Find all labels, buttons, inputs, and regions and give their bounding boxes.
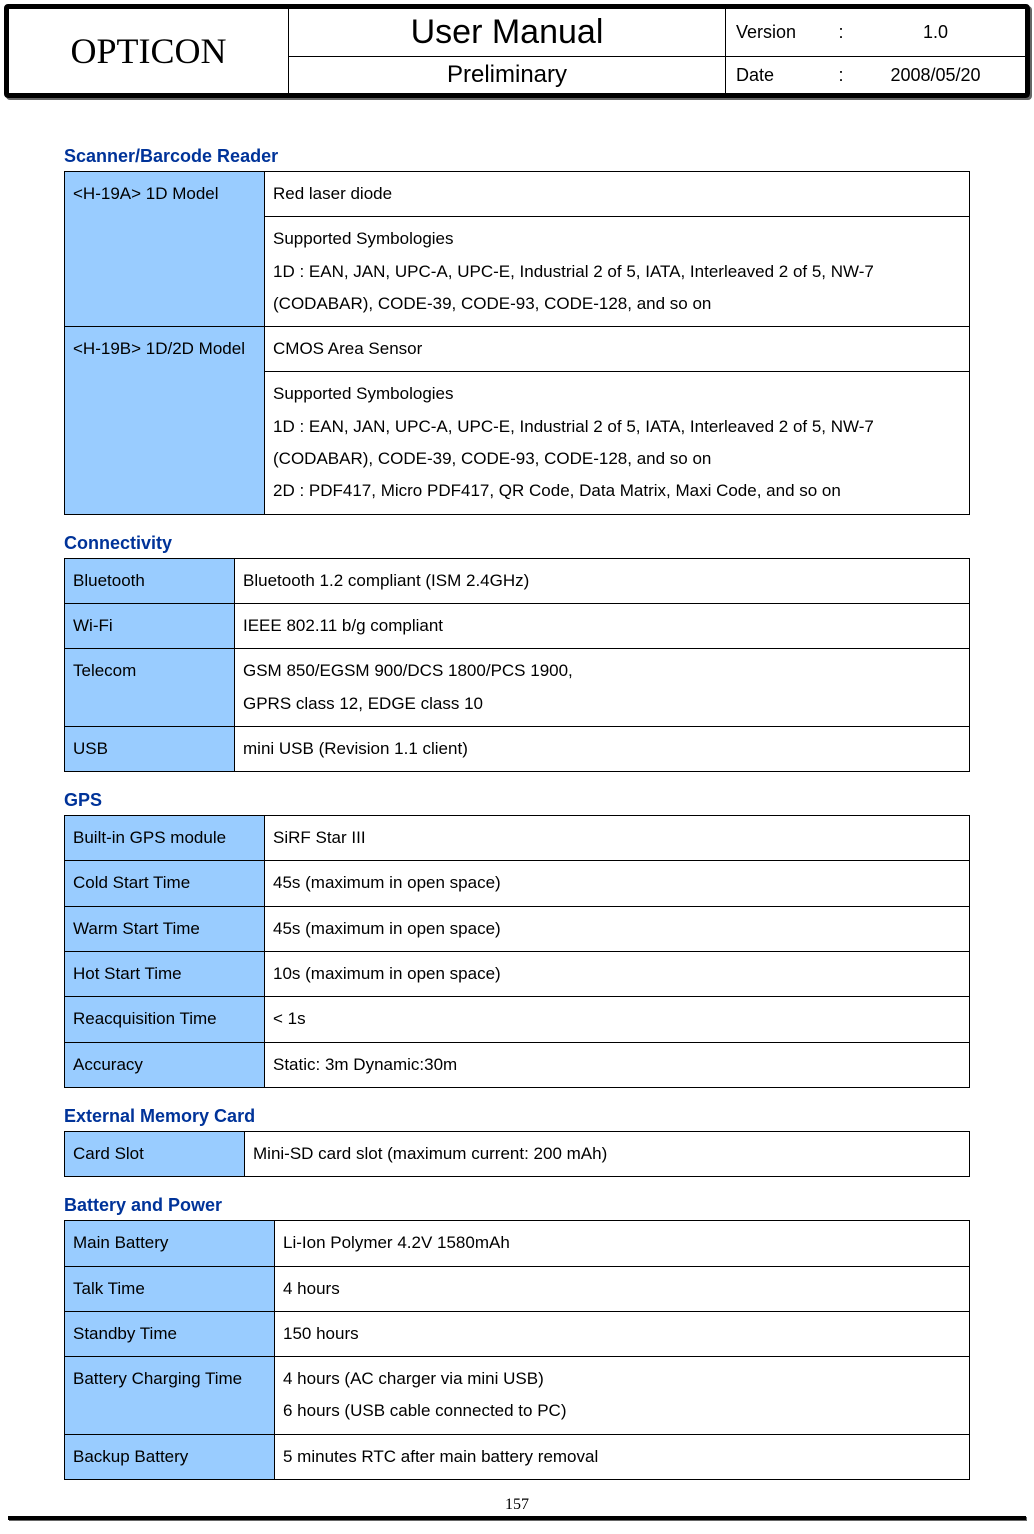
batt-key-3: Battery Charging Time xyxy=(65,1357,275,1435)
gps-val-5: Static: 3m Dynamic:30m xyxy=(265,1042,970,1087)
subtitle-cell: Preliminary xyxy=(289,57,726,94)
doc-subtitle: Preliminary xyxy=(447,61,567,88)
content: Scanner/Barcode Reader <H-19A> 1D Model … xyxy=(4,98,1030,1490)
table-row: Standby Time 150 hours xyxy=(65,1311,970,1356)
gps-val-1: 45s (maximum in open space) xyxy=(265,861,970,906)
conn-val-2: GSM 850/EGSM 900/DCS 1800/PCS 1900,GPRS … xyxy=(235,649,970,727)
mem-val-0: Mini-SD card slot (maximum current: 200 … xyxy=(245,1131,970,1176)
title-cell: User Manual xyxy=(289,9,726,57)
table-row: Cold Start Time 45s (maximum in open spa… xyxy=(65,861,970,906)
connectivity-table: Bluetooth Bluetooth 1.2 compliant (ISM 2… xyxy=(64,558,970,772)
memory-table: Card Slot Mini-SD card slot (maximum cur… xyxy=(64,1131,970,1177)
header-table: OPTICON User Manual Version : 1.0 Prelim… xyxy=(8,8,1026,94)
table-row: Built-in GPS module SiRF Star III xyxy=(65,816,970,861)
batt-val-0: Li-Ion Polymer 4.2V 1580mAh xyxy=(275,1221,970,1266)
batt-val-2: 150 hours xyxy=(275,1311,970,1356)
scanner-val-1: Supported Symbologies1D : EAN, JAN, UPC-… xyxy=(265,217,970,327)
table-row: Accuracy Static: 3m Dynamic:30m xyxy=(65,1042,970,1087)
scanner-table: <H-19A> 1D Model Red laser diode Support… xyxy=(64,171,970,515)
bottom-rule xyxy=(8,1516,1026,1520)
scanner-key-0: <H-19A> 1D Model xyxy=(65,172,265,327)
scanner-val-3: Supported Symbologies1D : EAN, JAN, UPC-… xyxy=(265,372,970,514)
gps-key-1: Cold Start Time xyxy=(65,861,265,906)
conn-key-1: Wi-Fi xyxy=(65,603,235,648)
table-row: <H-19A> 1D Model Red laser diode xyxy=(65,172,970,217)
gps-val-4: < 1s xyxy=(265,997,970,1042)
gps-key-3: Hot Start Time xyxy=(65,952,265,997)
page: OPTICON User Manual Version : 1.0 Prelim… xyxy=(0,0,1034,1520)
batt-key-2: Standby Time xyxy=(65,1311,275,1356)
version-value: 1.0 xyxy=(856,22,1015,43)
conn-val-3: mini USB (Revision 1.1 client) xyxy=(235,726,970,771)
scanner-key-1: <H-19B> 1D/2D Model xyxy=(65,327,265,514)
batt-val-3: 4 hours (AC charger via mini USB)6 hours… xyxy=(275,1357,970,1435)
table-row: Warm Start Time 45s (maximum in open spa… xyxy=(65,906,970,951)
gps-table: Built-in GPS module SiRF Star III Cold S… xyxy=(64,815,970,1088)
section-title-scanner: Scanner/Barcode Reader xyxy=(64,146,970,167)
scanner-val-0: Red laser diode xyxy=(265,172,970,217)
conn-key-0: Bluetooth xyxy=(65,558,235,603)
gps-key-2: Warm Start Time xyxy=(65,906,265,951)
battery-table: Main Battery Li-Ion Polymer 4.2V 1580mAh… xyxy=(64,1220,970,1480)
table-row: Wi-Fi IEEE 802.11 b/g compliant xyxy=(65,603,970,648)
page-number: 157 xyxy=(4,1490,1030,1516)
date-value: 2008/05/20 xyxy=(856,65,1015,86)
gps-val-0: SiRF Star III xyxy=(265,816,970,861)
gps-key-0: Built-in GPS module xyxy=(65,816,265,861)
version-label: Version xyxy=(736,22,826,43)
table-row: Reacquisition Time < 1s xyxy=(65,997,970,1042)
batt-key-0: Main Battery xyxy=(65,1221,275,1266)
gps-key-5: Accuracy xyxy=(65,1042,265,1087)
gps-val-2: 45s (maximum in open space) xyxy=(265,906,970,951)
table-row: Battery Charging Time 4 hours (AC charge… xyxy=(65,1357,970,1435)
mem-key-0: Card Slot xyxy=(65,1131,245,1176)
table-row: Card Slot Mini-SD card slot (maximum cur… xyxy=(65,1131,970,1176)
batt-val-4: 5 minutes RTC after main battery removal xyxy=(275,1434,970,1479)
section-title-connectivity: Connectivity xyxy=(64,533,970,554)
table-row: Telecom GSM 850/EGSM 900/DCS 1800/PCS 19… xyxy=(65,649,970,727)
table-row: <H-19B> 1D/2D Model CMOS Area Sensor xyxy=(65,327,970,372)
conn-key-3: USB xyxy=(65,726,235,771)
meta-colon: : xyxy=(826,22,856,43)
section-title-battery: Battery and Power xyxy=(64,1195,970,1216)
table-row: Talk Time 4 hours xyxy=(65,1266,970,1311)
conn-val-0: Bluetooth 1.2 compliant (ISM 2.4GHz) xyxy=(235,558,970,603)
scanner-val-2: CMOS Area Sensor xyxy=(265,327,970,372)
doc-title: User Manual xyxy=(411,13,604,51)
batt-val-1: 4 hours xyxy=(275,1266,970,1311)
date-label: Date xyxy=(736,65,826,86)
logo-cell: OPTICON xyxy=(9,9,289,94)
batt-key-1: Talk Time xyxy=(65,1266,275,1311)
table-row: Main Battery Li-Ion Polymer 4.2V 1580mAh xyxy=(65,1221,970,1266)
logo-text: OPTICON xyxy=(70,31,226,71)
table-row: USB mini USB (Revision 1.1 client) xyxy=(65,726,970,771)
date-cell: Date : 2008/05/20 xyxy=(726,57,1026,94)
section-title-memory: External Memory Card xyxy=(64,1106,970,1127)
batt-key-4: Backup Battery xyxy=(65,1434,275,1479)
version-cell: Version : 1.0 xyxy=(726,9,1026,57)
conn-key-2: Telecom xyxy=(65,649,235,727)
section-title-gps: GPS xyxy=(64,790,970,811)
gps-key-4: Reacquisition Time xyxy=(65,997,265,1042)
header-box: OPTICON User Manual Version : 1.0 Prelim… xyxy=(4,4,1030,98)
meta-colon: : xyxy=(826,65,856,86)
table-row: Hot Start Time 10s (maximum in open spac… xyxy=(65,952,970,997)
conn-val-1: IEEE 802.11 b/g compliant xyxy=(235,603,970,648)
table-row: Bluetooth Bluetooth 1.2 compliant (ISM 2… xyxy=(65,558,970,603)
table-row: Backup Battery 5 minutes RTC after main … xyxy=(65,1434,970,1479)
gps-val-3: 10s (maximum in open space) xyxy=(265,952,970,997)
